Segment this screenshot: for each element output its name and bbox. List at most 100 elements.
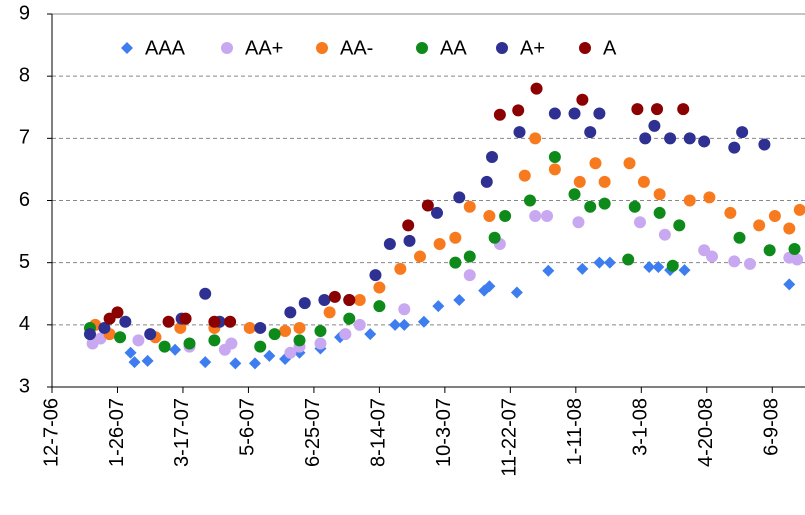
point [254, 340, 267, 353]
legend-label: AA [440, 37, 467, 59]
point [637, 175, 650, 188]
point [768, 210, 781, 223]
y-tick-label: 9 [19, 2, 30, 24]
point [683, 132, 696, 145]
point [728, 255, 741, 268]
x-tick-label: 6-25-07 [302, 398, 324, 467]
point [763, 244, 776, 257]
point [183, 337, 196, 350]
point [398, 303, 411, 316]
point [698, 135, 711, 148]
point [179, 312, 192, 325]
legend-marker [221, 42, 233, 54]
y-tick-label: 5 [19, 251, 30, 273]
point [243, 321, 256, 334]
point [542, 264, 555, 277]
point [603, 256, 616, 269]
point [623, 157, 636, 170]
point [314, 337, 327, 350]
point [753, 219, 766, 232]
x-tick-label: 8-14-07 [368, 398, 390, 467]
legend-marker [316, 42, 328, 54]
point [483, 280, 496, 293]
point [94, 332, 107, 345]
point [593, 256, 606, 269]
point [383, 238, 396, 251]
point [783, 278, 796, 291]
point [639, 132, 652, 145]
point [598, 175, 611, 188]
point [449, 231, 462, 244]
point [208, 315, 221, 328]
point [119, 315, 132, 328]
legend-label: AA+ [245, 37, 283, 59]
point [343, 293, 356, 306]
point [793, 203, 805, 216]
point [432, 300, 445, 313]
point [373, 281, 386, 294]
point [783, 222, 796, 235]
point [512, 104, 525, 117]
point [584, 126, 597, 139]
y-tick-label: 4 [19, 313, 30, 335]
legend-marker [416, 42, 428, 54]
point [593, 107, 606, 120]
point [791, 253, 804, 266]
point [369, 269, 382, 282]
point [728, 141, 741, 154]
point [463, 200, 476, 213]
legend-marker [121, 42, 133, 54]
point [493, 108, 506, 121]
point [114, 331, 127, 344]
point [248, 357, 261, 370]
point [328, 290, 341, 303]
y-tick-label: 7 [19, 127, 30, 149]
point [453, 191, 466, 204]
point [463, 250, 476, 263]
point [518, 169, 531, 182]
x-tick-label: 3-17-07 [171, 398, 193, 467]
point [268, 328, 281, 341]
x-tick-label: 1-26-07 [106, 398, 128, 467]
legend-label: AA- [340, 37, 373, 59]
point [421, 199, 434, 212]
point [413, 250, 426, 263]
point [628, 200, 641, 213]
point [403, 234, 416, 247]
point [174, 321, 187, 334]
point [573, 175, 586, 188]
point [568, 188, 581, 201]
point [652, 261, 665, 274]
x-tick-label: 4-20-08 [695, 398, 717, 467]
point [706, 250, 719, 263]
point [128, 356, 141, 369]
point [141, 354, 154, 367]
point [724, 206, 737, 219]
point [584, 200, 597, 213]
point [199, 356, 212, 369]
point [633, 216, 646, 229]
point [683, 194, 696, 207]
point [224, 315, 237, 328]
point [417, 315, 430, 328]
point [373, 300, 386, 313]
point [318, 293, 331, 306]
point [323, 306, 336, 319]
point [394, 262, 407, 275]
x-tick-label: 1-11-08 [564, 398, 586, 465]
legend-label: A [603, 37, 617, 59]
legend-marker [579, 42, 591, 54]
point [631, 103, 644, 116]
point [758, 138, 771, 151]
point [589, 157, 602, 170]
x-tick-label: 6-9-08 [761, 398, 783, 456]
point [673, 219, 686, 232]
point [548, 150, 561, 163]
point [229, 357, 242, 370]
point [510, 286, 523, 299]
point [158, 340, 171, 353]
point [124, 346, 137, 359]
point [83, 328, 96, 341]
point [254, 321, 267, 334]
point [480, 175, 493, 188]
